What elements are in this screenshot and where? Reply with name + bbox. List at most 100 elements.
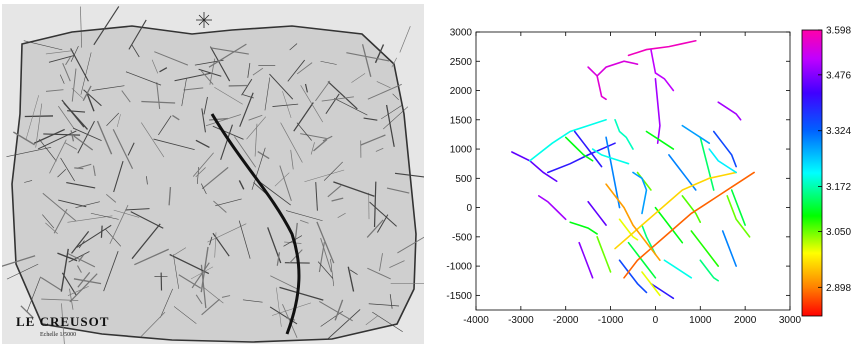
network-segment <box>627 241 657 279</box>
map-street <box>351 73 366 83</box>
map-street <box>207 223 247 243</box>
map-street <box>195 294 203 305</box>
map-street <box>93 6 120 46</box>
map-street <box>77 120 95 154</box>
y-tick-label: 500 <box>455 174 472 185</box>
network-segment <box>636 171 652 191</box>
map-street <box>65 56 71 66</box>
map-street <box>208 43 247 68</box>
x-tick-label: -1000 <box>598 315 624 326</box>
map-street <box>347 266 355 292</box>
map-street <box>146 176 148 185</box>
map-street <box>62 62 71 82</box>
map-street <box>116 114 121 127</box>
map-street <box>198 68 222 77</box>
map-street <box>80 52 92 95</box>
map-street <box>239 92 254 127</box>
map-street <box>210 47 249 55</box>
map-street <box>322 135 333 142</box>
map-street <box>57 169 67 178</box>
y-tick-label: -1000 <box>446 262 472 273</box>
map-street <box>43 133 81 136</box>
map-street <box>361 44 372 77</box>
map-street <box>69 273 98 303</box>
map-street <box>103 251 119 292</box>
map-street <box>276 287 282 327</box>
map-drawing <box>2 4 424 344</box>
map-street <box>106 112 120 126</box>
map-street <box>20 305 34 319</box>
map-street <box>74 167 84 170</box>
map-street <box>159 67 168 73</box>
map-street <box>315 80 331 102</box>
map-street <box>25 95 39 140</box>
map-street <box>248 114 263 121</box>
map-street <box>69 288 74 310</box>
network-segment <box>573 130 603 168</box>
map-street <box>140 311 166 338</box>
map-street <box>285 210 323 222</box>
map-street <box>183 87 204 91</box>
map-street <box>80 6 82 48</box>
old-city-map: LE CREUSOT Echelle 1/5000 <box>2 4 424 344</box>
y-tick-label: 1000 <box>450 145 473 156</box>
map-street <box>214 232 217 258</box>
map-street <box>42 214 55 229</box>
x-tick-label: 3000 <box>779 315 802 326</box>
colorbar <box>801 29 823 317</box>
y-tick-label: 0 <box>466 203 472 214</box>
map-street <box>252 67 264 76</box>
map-railway <box>210 113 301 335</box>
map-street <box>327 309 361 340</box>
map-street <box>234 136 257 168</box>
map-street <box>125 71 162 86</box>
map-street <box>220 124 233 160</box>
map-street <box>383 106 409 130</box>
map-street <box>300 133 327 139</box>
map-street <box>360 134 386 146</box>
network-segment <box>721 230 737 267</box>
map-street <box>333 181 375 197</box>
map-street <box>242 299 263 303</box>
map-street <box>113 160 124 193</box>
map-street <box>72 127 102 142</box>
map-street <box>386 187 410 194</box>
map-street <box>201 166 229 190</box>
map-street <box>59 74 65 84</box>
map-street <box>156 82 161 109</box>
map-street <box>279 165 292 201</box>
map-street <box>131 44 140 58</box>
network-segment <box>650 282 675 300</box>
network-segment <box>596 75 607 101</box>
map-street <box>284 241 302 244</box>
y-tick-label: 2000 <box>450 86 473 97</box>
map-street <box>192 152 214 177</box>
map-street <box>45 89 64 92</box>
map-street <box>153 138 195 151</box>
map-street <box>264 77 271 111</box>
map-street <box>376 81 391 89</box>
x-tick-label: 1000 <box>689 315 712 326</box>
map-street <box>337 212 346 218</box>
map-street <box>61 272 77 297</box>
map-street <box>96 120 113 155</box>
map-street <box>23 40 63 51</box>
colorbar-tick-label: 3.172 <box>826 182 851 193</box>
map-street <box>379 253 383 271</box>
map-street <box>334 299 344 321</box>
network-segment <box>529 118 607 162</box>
map-street <box>257 151 270 160</box>
map-street <box>389 260 405 269</box>
map-street <box>238 180 245 190</box>
map-street <box>134 248 169 266</box>
map-street <box>191 262 210 289</box>
network-segment <box>578 241 594 279</box>
map-street <box>35 103 43 148</box>
map-street <box>60 248 69 292</box>
map-street <box>270 275 298 290</box>
map-street <box>105 193 117 203</box>
map-title: LE CREUSOT <box>16 314 110 329</box>
map-street <box>57 252 78 262</box>
map-street <box>67 252 96 268</box>
network-segment <box>641 224 657 256</box>
